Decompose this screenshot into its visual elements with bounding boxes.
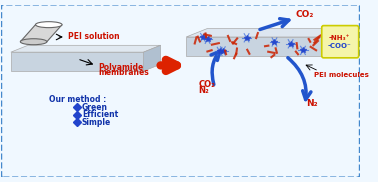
Ellipse shape (36, 22, 62, 28)
Text: CO₂: CO₂ (198, 80, 215, 89)
Text: Efficient: Efficient (82, 110, 118, 119)
Polygon shape (144, 45, 161, 71)
Text: Polyamide: Polyamide (98, 63, 143, 72)
Text: -NH₃⁺: -NH₃⁺ (329, 35, 350, 41)
Polygon shape (11, 45, 161, 52)
Text: CO₂: CO₂ (295, 10, 314, 19)
Text: Simple: Simple (82, 118, 111, 127)
Ellipse shape (20, 39, 47, 45)
Text: Our method :: Our method : (49, 95, 106, 104)
Text: Green: Green (82, 103, 108, 112)
Polygon shape (186, 37, 338, 56)
FancyBboxPatch shape (322, 26, 359, 58)
Polygon shape (11, 52, 144, 71)
Polygon shape (186, 29, 359, 37)
Text: PEI solution: PEI solution (68, 32, 119, 41)
Polygon shape (338, 29, 359, 56)
Text: -COO⁻: -COO⁻ (328, 43, 352, 50)
Text: PEI molecules: PEI molecules (314, 72, 369, 78)
FancyBboxPatch shape (2, 5, 359, 177)
Text: N₂: N₂ (198, 86, 209, 96)
Text: membranes: membranes (98, 68, 149, 78)
Polygon shape (20, 25, 62, 42)
Text: N₂: N₂ (307, 99, 318, 108)
